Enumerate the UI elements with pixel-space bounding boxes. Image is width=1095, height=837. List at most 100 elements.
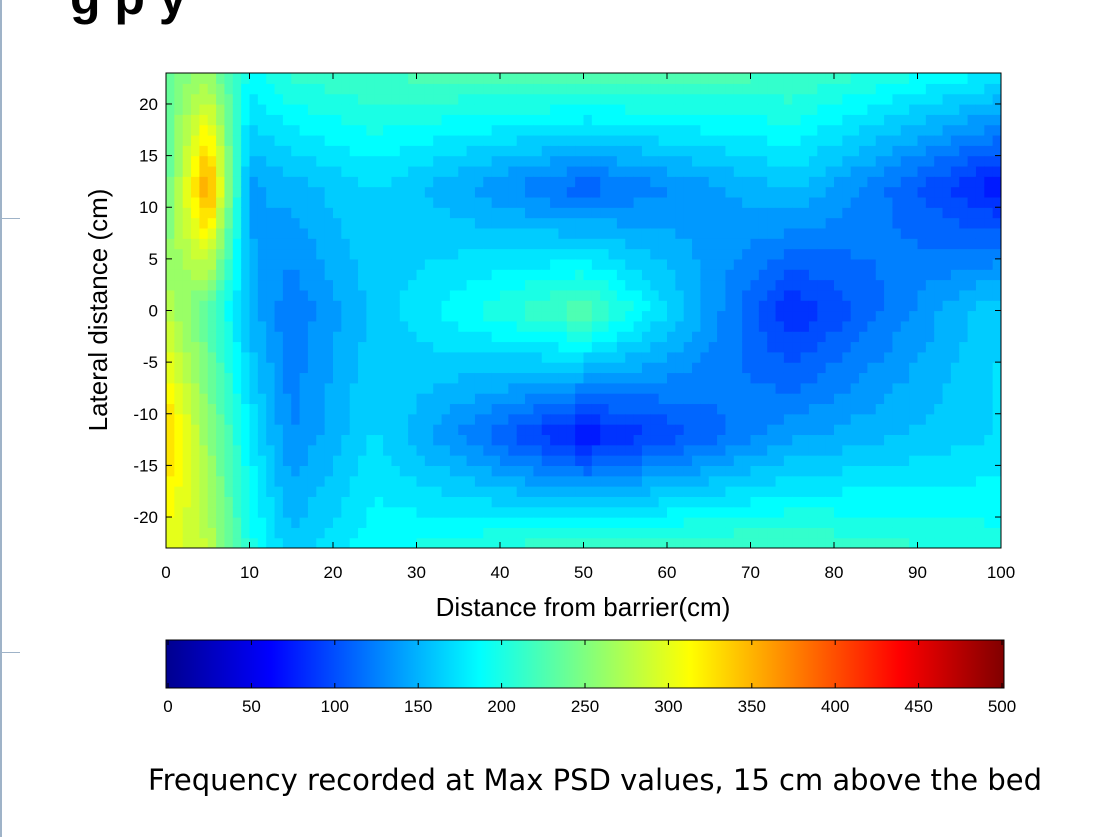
heatmap-cell [959,186,969,198]
heatmap-cell [533,238,543,250]
heatmap-cell [650,310,660,322]
heatmap-cell [525,393,534,405]
heatmap-cell [783,207,793,219]
x-tick-label: 70 [741,563,760,582]
heatmap-cell [775,186,785,198]
heatmap-cell [875,238,885,250]
heatmap-cell [341,155,351,167]
heatmap-cell [558,424,568,436]
heatmap-cell [491,351,501,363]
heatmap-cell [341,114,351,126]
heatmap-cell [416,134,426,146]
heatmap-cell [767,289,777,301]
heatmap-cell [199,155,209,167]
heatmap-cell [299,83,309,95]
heatmap-cell [992,341,1001,353]
heatmap-cell [850,486,860,497]
heatmap-cell [591,258,601,270]
heatmap-cell [166,496,175,508]
heatmap-cell [516,372,526,384]
heatmap-cell [783,506,793,518]
heatmap-cell [850,517,860,528]
heatmap-cell [383,506,393,518]
heatmap-cell [324,289,334,301]
heatmap-cell [750,527,760,539]
heatmap-cell [934,145,944,157]
heatmap-cell [224,155,234,167]
heatmap-cell [884,83,894,95]
heatmap-cell [316,196,326,208]
heatmap-cell [608,517,618,528]
heatmap-cell [633,93,643,105]
heatmap-cell [516,300,526,312]
heatmap-cell [474,465,484,477]
heatmap-cell [600,83,610,95]
heatmap-cell [758,351,768,363]
heatmap-cell [282,196,292,208]
heatmap-cell [692,258,701,270]
heatmap-cell [733,341,743,353]
heatmap-cell [391,279,401,291]
heatmap-cell [399,393,409,405]
heatmap-cell [216,444,226,456]
heatmap-cell [658,73,668,84]
heatmap-cell [825,279,835,291]
heatmap-cell [316,217,326,229]
heatmap-cell [925,165,935,177]
heatmap-cell [975,403,985,415]
heatmap-cell [859,393,868,405]
heatmap-cell [575,434,585,446]
heatmap-cell [232,424,242,436]
heatmap-cell [558,527,568,539]
heatmap-cell [650,517,660,528]
heatmap-cell [650,341,660,353]
heatmap-cell [700,258,710,270]
heatmap-cell [867,382,877,394]
heatmap-cell [850,176,860,188]
heatmap-cell [834,382,843,394]
heatmap-cell [992,331,1001,343]
heatmap-cell [591,341,601,353]
heatmap-cell [725,289,735,301]
heatmap-cell [775,393,785,405]
heatmap-cell [842,331,852,343]
heatmap-cell [750,382,760,394]
heatmap-cell [207,196,217,208]
heatmap-cell [725,238,735,250]
heatmap-cell [533,289,543,301]
heatmap-cell [408,403,418,415]
heatmap-cell [316,372,326,384]
heatmap-cell [733,444,743,456]
heatmap-cell [324,238,334,250]
heatmap-cell [316,331,326,343]
heatmap-cell [299,155,309,167]
heatmap-cell [884,434,894,446]
heatmap-cell [232,258,242,270]
heatmap-cell [274,93,284,105]
heatmap-cell [875,155,885,167]
colorbar-tick-label: 0 [163,697,172,716]
heatmap-cell [767,382,777,394]
heatmap-cell [792,217,802,229]
heatmap-cell [166,248,175,260]
heatmap-cell [591,372,601,384]
heatmap-cell [733,331,743,343]
heatmap-cell [825,165,835,177]
heatmap-cell [967,403,977,415]
heatmap-cell [525,176,534,188]
heatmap-cell [232,537,242,548]
heatmap-cell [583,300,593,312]
heatmap-cell [525,331,534,343]
heatmap-cell [892,83,902,95]
heatmap-cell [834,114,843,126]
heatmap-cell [399,134,409,146]
heatmap-cell [591,320,601,332]
heatmap-cell [892,269,902,281]
heatmap-cell [466,403,476,415]
heatmap-cell [842,165,852,177]
heatmap-cell [650,434,660,446]
heatmap-cell [733,403,743,415]
page-title-fragment: g p y [70,0,187,26]
heatmap-cell [533,145,543,157]
heatmap-cell [842,527,852,539]
